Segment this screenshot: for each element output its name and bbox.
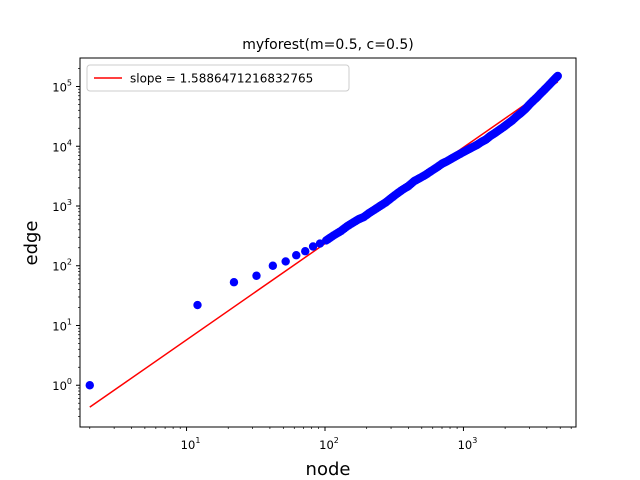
data-point	[85, 381, 94, 390]
data-point	[229, 278, 239, 287]
legend-box	[86, 64, 350, 92]
plot-area: 101 102 103 100 101 102 103 104 105	[52, 57, 577, 452]
y-tick-label: 104	[52, 138, 72, 154]
plot-frame	[79, 57, 577, 428]
y-tick-label: 103	[52, 198, 72, 214]
data-point	[268, 261, 278, 270]
x-axis-label: node	[306, 459, 351, 480]
data-point	[308, 242, 318, 251]
data-point	[252, 271, 261, 280]
data-point	[292, 251, 301, 260]
chart-title: myforest(m=0.5, c=0.5)	[242, 37, 413, 53]
data-point	[553, 71, 562, 81]
data-point	[193, 300, 202, 310]
points-layer	[85, 71, 562, 390]
data-point	[315, 239, 325, 248]
y-tick-label: 102	[52, 258, 72, 274]
legend: slope = 1.5886471216832765	[86, 64, 350, 92]
y-axis-label: edge	[21, 221, 42, 266]
x-tick-label: 102	[319, 436, 339, 452]
x-tick-label: 103	[458, 436, 478, 452]
data-point	[281, 257, 290, 266]
x-tick-label: 101	[181, 436, 201, 452]
ticks-layer: 101 102 103 100 101 102 103 104 105	[52, 68, 572, 452]
y-tick-label: 105	[52, 79, 72, 95]
y-tick-label: 101	[52, 317, 72, 333]
legend-label: slope = 1.5886471216832765	[130, 72, 313, 86]
y-tick-label: 100	[52, 377, 72, 393]
data-point	[301, 247, 310, 256]
